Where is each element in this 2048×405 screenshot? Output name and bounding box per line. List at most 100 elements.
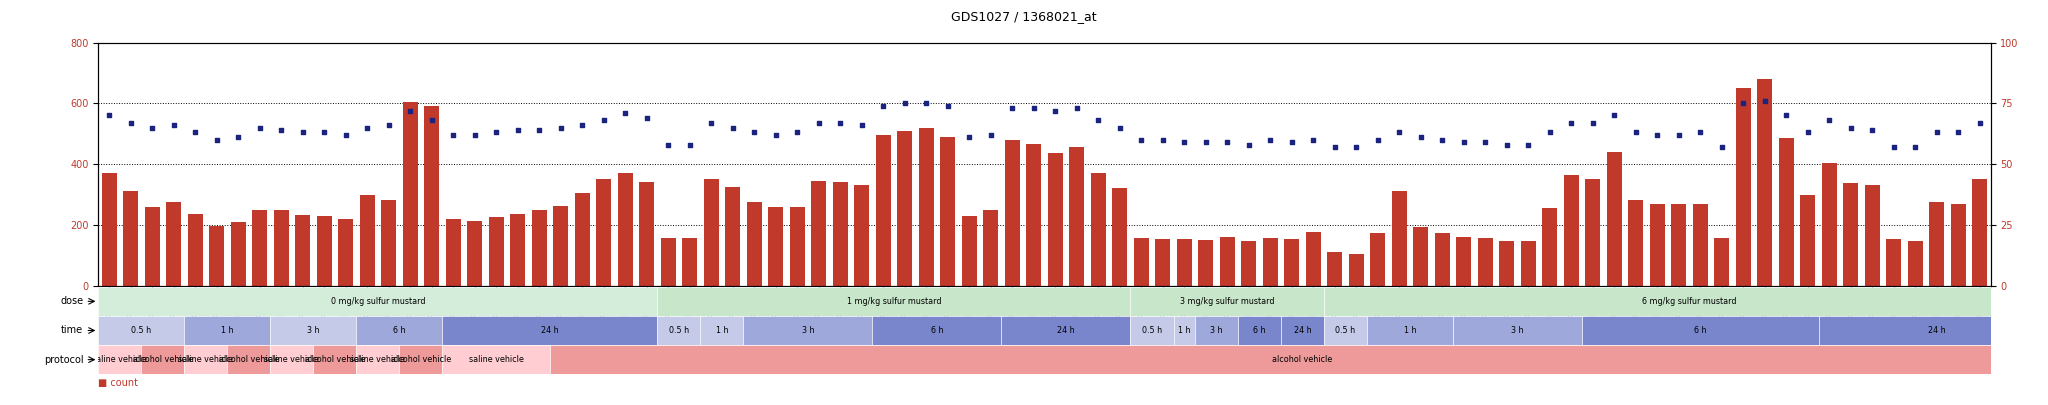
Bar bbox=[1130, 287, 1323, 316]
Bar bbox=[1581, 316, 1819, 345]
Text: ■ count: ■ count bbox=[98, 378, 139, 388]
Point bbox=[1018, 105, 1051, 111]
Point bbox=[1792, 129, 1825, 136]
Bar bbox=[897, 130, 911, 286]
Bar bbox=[184, 316, 270, 345]
Point bbox=[92, 112, 125, 119]
Bar bbox=[1284, 239, 1298, 286]
Point bbox=[1147, 136, 1180, 143]
Bar bbox=[1393, 192, 1407, 286]
Bar bbox=[102, 173, 117, 286]
Bar bbox=[510, 214, 524, 286]
Point bbox=[760, 132, 793, 138]
Bar bbox=[1368, 316, 1454, 345]
Bar bbox=[596, 179, 610, 286]
Bar bbox=[834, 182, 848, 286]
Bar bbox=[1237, 316, 1282, 345]
Bar bbox=[854, 185, 868, 286]
Text: 0.5 h: 0.5 h bbox=[1335, 326, 1356, 335]
Bar bbox=[983, 210, 997, 286]
Point bbox=[1511, 141, 1544, 148]
Bar bbox=[489, 217, 504, 286]
Point bbox=[1597, 112, 1630, 119]
Bar bbox=[1436, 233, 1450, 286]
Point bbox=[1835, 124, 1868, 131]
Bar bbox=[317, 216, 332, 286]
Bar bbox=[1929, 202, 1944, 286]
Bar bbox=[1819, 316, 2048, 345]
Text: 1 h: 1 h bbox=[1403, 326, 1417, 335]
Point bbox=[889, 100, 922, 107]
Point bbox=[1534, 129, 1567, 136]
Point bbox=[932, 102, 965, 109]
Text: 6 h: 6 h bbox=[1253, 326, 1266, 335]
Bar bbox=[123, 192, 137, 286]
Bar bbox=[682, 238, 696, 286]
Point bbox=[158, 122, 190, 128]
Point bbox=[1339, 144, 1372, 150]
Bar bbox=[791, 207, 805, 286]
Bar bbox=[1479, 238, 1493, 286]
Bar bbox=[98, 316, 184, 345]
Text: 6 h: 6 h bbox=[930, 326, 944, 335]
Bar bbox=[1843, 183, 1858, 286]
Point bbox=[909, 100, 942, 107]
Bar bbox=[963, 215, 977, 286]
Bar bbox=[1174, 316, 1194, 345]
Text: 24 h: 24 h bbox=[1294, 326, 1311, 335]
Point bbox=[588, 117, 621, 124]
Text: 0.5 h: 0.5 h bbox=[670, 326, 688, 335]
Bar bbox=[360, 195, 375, 286]
Point bbox=[694, 119, 727, 126]
Bar bbox=[188, 214, 203, 286]
Text: 0.5 h: 0.5 h bbox=[1143, 326, 1161, 335]
Bar bbox=[1026, 144, 1040, 286]
Bar bbox=[166, 202, 180, 286]
Bar bbox=[553, 206, 567, 286]
Bar bbox=[1585, 179, 1599, 286]
Point bbox=[1296, 136, 1329, 143]
Bar bbox=[141, 345, 184, 374]
Bar bbox=[356, 345, 399, 374]
Bar bbox=[1282, 316, 1323, 345]
Point bbox=[178, 129, 211, 136]
Bar bbox=[399, 345, 442, 374]
Point bbox=[1577, 119, 1610, 126]
Point bbox=[1706, 144, 1739, 150]
Text: 3 h: 3 h bbox=[307, 326, 319, 335]
Point bbox=[952, 134, 985, 141]
Text: 0.5 h: 0.5 h bbox=[131, 326, 152, 335]
Point bbox=[135, 124, 168, 131]
Point bbox=[522, 127, 555, 133]
Text: saline vehicle: saline vehicle bbox=[469, 355, 524, 364]
Point bbox=[674, 141, 707, 148]
Bar bbox=[98, 287, 657, 316]
Bar bbox=[1221, 237, 1235, 286]
Bar bbox=[1196, 316, 1237, 345]
Text: 6 h: 6 h bbox=[393, 326, 406, 335]
Text: alcohol vehicle: alcohol vehicle bbox=[1272, 355, 1333, 364]
Bar bbox=[209, 226, 223, 286]
Bar bbox=[1135, 239, 1149, 286]
Text: alcohol vehicle: alcohol vehicle bbox=[219, 355, 279, 364]
Bar bbox=[877, 135, 891, 286]
Bar bbox=[657, 316, 700, 345]
Bar bbox=[98, 345, 141, 374]
Text: saline vehicle: saline vehicle bbox=[92, 355, 147, 364]
Bar bbox=[1456, 237, 1470, 286]
Bar bbox=[1241, 241, 1255, 286]
Text: 6 h: 6 h bbox=[1694, 326, 1706, 335]
Point bbox=[803, 119, 836, 126]
Bar bbox=[1323, 287, 2048, 316]
Point bbox=[780, 129, 813, 136]
Point bbox=[1640, 132, 1673, 138]
Point bbox=[459, 132, 492, 138]
Point bbox=[1081, 117, 1114, 124]
Text: 3 h: 3 h bbox=[1210, 326, 1223, 335]
Point bbox=[1319, 144, 1352, 150]
Bar bbox=[748, 202, 762, 286]
Point bbox=[717, 124, 750, 131]
Bar bbox=[270, 316, 356, 345]
Point bbox=[631, 115, 664, 121]
Point bbox=[1921, 129, 1954, 136]
